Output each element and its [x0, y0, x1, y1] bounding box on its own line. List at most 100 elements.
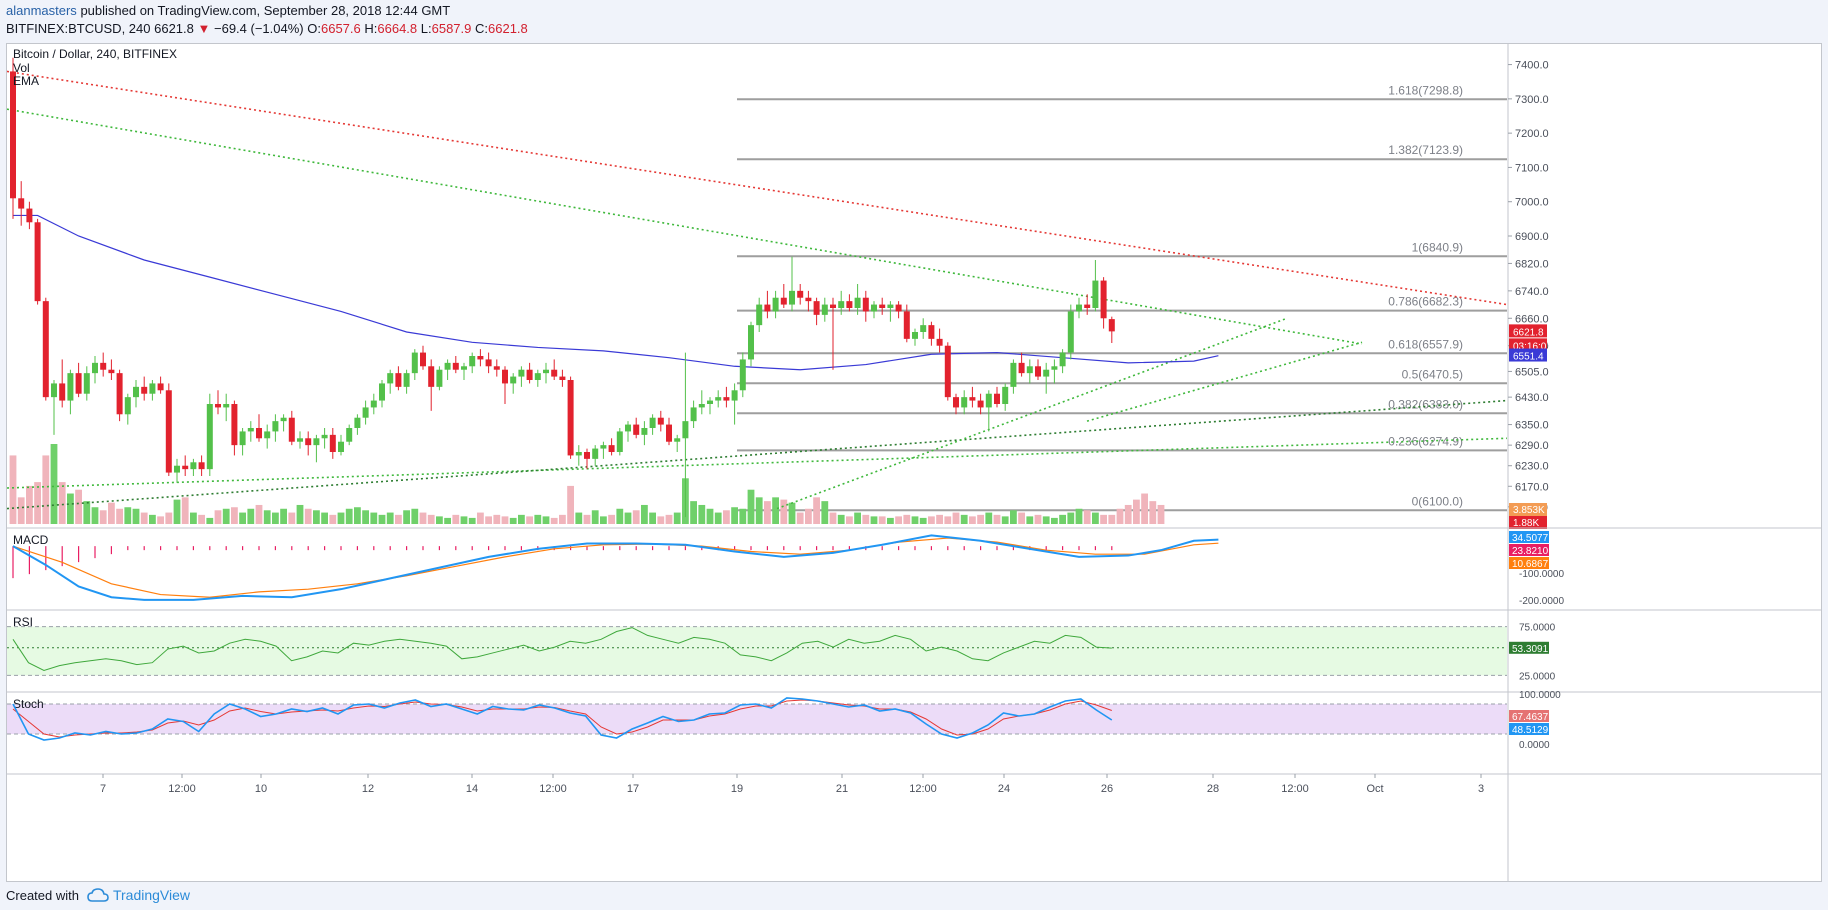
candle-body — [674, 438, 681, 442]
high-value: 6664.8 — [377, 21, 418, 36]
price-badge-text: 6551.4 — [1513, 352, 1544, 363]
volume-bar — [649, 512, 656, 524]
chart-container[interactable]: 7400.0 7300.0 7200.0 7100.0 7000.0 6900.0 6820… — [6, 43, 1822, 882]
candle-body — [936, 338, 943, 346]
low-label: L: — [420, 21, 432, 36]
candle-body — [862, 297, 869, 312]
volume-bar — [641, 504, 648, 524]
volume-bar — [50, 444, 58, 524]
price-tick-label: 6660.0 — [1515, 313, 1549, 325]
candle-body — [75, 373, 82, 394]
candle-body — [1067, 311, 1074, 353]
volume-bar — [67, 493, 74, 524]
candle-body — [297, 438, 303, 442]
volume-bar — [132, 508, 140, 524]
candle-body — [985, 393, 992, 408]
price-tick-label: 7200.0 — [1515, 128, 1549, 140]
candle-body — [838, 301, 845, 308]
volume-bar — [370, 512, 378, 524]
candle-body — [174, 465, 180, 473]
volume-bar — [944, 516, 952, 524]
candle-body — [133, 386, 139, 398]
volume-bar — [1034, 514, 1042, 524]
candle-body — [575, 452, 582, 456]
rsi-line — [12, 627, 1112, 672]
macd-badge-text: 34.5077 — [1512, 533, 1549, 544]
volume-bar — [444, 517, 451, 524]
volume-bar — [698, 504, 706, 524]
price-tick-label: 7300.0 — [1515, 94, 1549, 106]
volume-bar — [1149, 501, 1157, 524]
volume-bar — [452, 514, 460, 524]
candle-body — [206, 404, 213, 470]
volume-bar — [206, 517, 214, 524]
candle-body — [379, 383, 385, 401]
candle-body — [698, 404, 705, 408]
candle-body — [157, 383, 164, 391]
candle-body — [887, 304, 894, 308]
volume-bar — [870, 516, 878, 524]
volume-bar — [280, 508, 287, 524]
volume-bar — [255, 504, 263, 524]
candle-body — [436, 369, 443, 387]
last-price: 6621.8 — [154, 21, 194, 36]
volume-bar — [960, 514, 968, 524]
candle-body — [977, 400, 984, 408]
author-link[interactable]: alanmasters — [6, 3, 77, 18]
footer: Created with TradingView — [6, 884, 190, 906]
candle-body — [42, 301, 49, 398]
candle-body — [772, 297, 779, 312]
cloud-icon — [87, 888, 109, 902]
time-tick-label: 12:00 — [909, 783, 937, 795]
macd-badge — [1509, 557, 1549, 569]
volume-bar — [731, 507, 738, 524]
volume-bar — [1116, 508, 1124, 524]
steep-support-line — [776, 317, 1288, 510]
price-tick-label: 6290.0 — [1515, 440, 1549, 452]
volume-bar — [345, 508, 353, 524]
volume-bar — [477, 512, 484, 524]
candle-body — [18, 198, 25, 209]
volume-bar — [706, 508, 714, 524]
stoch-k-line — [12, 697, 1113, 741]
rsi-badge — [1509, 641, 1549, 654]
candle-body — [682, 421, 689, 439]
candle-body — [969, 397, 976, 401]
volume-bar — [231, 507, 238, 524]
time-tick-label: 21 — [836, 783, 848, 795]
quote-line: BITFINEX:BTCUSD, 240 6621.8 ▼ −69.4 (−1.… — [6, 21, 528, 36]
price-tick-label: 6505.0 — [1515, 366, 1549, 378]
candle-body — [1100, 280, 1107, 319]
volume-bar — [911, 516, 919, 524]
candle-body — [1076, 304, 1082, 312]
volume-bar — [1124, 504, 1132, 524]
volume-bar — [263, 510, 271, 524]
volume-bar — [747, 489, 755, 524]
candle-body — [961, 397, 968, 408]
volume-bar — [1010, 510, 1017, 524]
volume-bar — [116, 508, 123, 524]
volume-bar — [108, 502, 115, 524]
stoch-d-line — [12, 699, 1112, 738]
volume-bar — [140, 512, 148, 524]
price-tick-label: 7000.0 — [1515, 197, 1549, 209]
volume-badge — [1509, 503, 1547, 516]
candle-body — [51, 383, 57, 398]
candle-body — [100, 362, 107, 370]
volume-bar — [600, 516, 607, 524]
candle-body — [1018, 362, 1025, 374]
candle-body — [1043, 369, 1050, 377]
candle-body — [748, 325, 754, 360]
candle-body — [641, 428, 648, 435]
chart-svg[interactable]: 7400.0 7300.0 7200.0 7100.0 7000.0 6900.0 6820… — [6, 44, 1821, 881]
tradingview-logo[interactable]: TradingView — [87, 887, 190, 903]
candle-body — [559, 376, 566, 380]
volume-bar — [550, 517, 558, 524]
volume-bar — [239, 512, 246, 524]
time-tick-label: 19 — [731, 783, 743, 795]
candle-body — [789, 290, 795, 305]
macd-badge-text: 23.8210 — [1512, 546, 1549, 557]
candle-body — [428, 366, 435, 387]
time-tick-label: 17 — [627, 783, 639, 795]
candle-body — [370, 400, 377, 408]
